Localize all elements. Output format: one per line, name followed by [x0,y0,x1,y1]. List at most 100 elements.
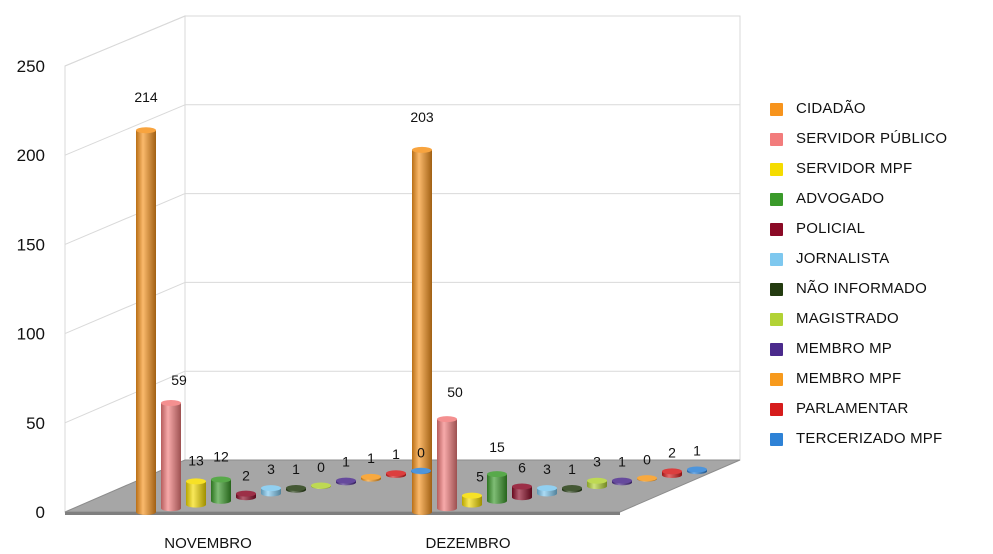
data-label: 1 [392,446,400,462]
y-tick-label: 0 [36,503,45,522]
y-tick-label: 200 [17,146,45,165]
bar [311,482,331,490]
bar-top [161,400,181,407]
legend-swatch [770,283,783,296]
legend-label: JORNALISTA [796,250,890,267]
bar [437,416,457,512]
bar [687,466,707,475]
y-tick-label: 250 [17,57,45,76]
legend-item: POLICIAL [770,218,992,248]
bar-body [186,481,206,508]
legend-swatch [770,433,783,446]
data-label: 1 [618,454,626,470]
bar-top [311,482,331,489]
data-label: 50 [447,384,463,400]
gridline [64,15,186,67]
chart-bars [136,127,707,515]
y-tick-label: 50 [26,414,45,433]
data-label: 3 [593,454,601,470]
gridline [64,370,186,424]
bar-top [462,492,482,499]
data-label: 5 [476,469,484,485]
bar [412,146,432,515]
data-label: 214 [134,89,158,105]
legend-label: MAGISTRADO [796,310,899,327]
data-label: 1 [367,450,375,466]
bar [211,476,231,504]
data-label: 1 [568,461,576,477]
data-label: 13 [188,452,204,468]
bar-top [386,470,406,477]
data-label: 1 [292,461,300,477]
data-label: 0 [417,444,425,460]
bar-body [161,403,181,512]
bar-body [487,474,507,504]
gridline [64,193,186,245]
legend-label: POLICIAL [796,220,866,237]
data-label: 1 [342,454,350,470]
legend-item: ADVOGADO [770,188,992,218]
bar-top [662,468,682,475]
bar-top [236,490,256,497]
legend-swatch [770,253,783,266]
legend-swatch [770,133,783,146]
bar-top [286,485,306,492]
bar-body [462,495,482,508]
bar [261,485,281,497]
legend-swatch [770,223,783,236]
chart-legend: CIDADÃO SERVIDOR PÚBLICO SERVIDOR MPF ADVO… [770,98,992,458]
data-label: 0 [643,452,651,468]
data-label: 203 [410,109,434,125]
bar [662,468,682,478]
bar [612,477,632,486]
legend-item: NÃO INFORMADO [770,278,992,308]
bar [637,475,657,482]
bar-top [411,467,431,474]
bar-top [637,475,657,482]
data-label: 59 [171,372,187,388]
bar-top [186,478,206,485]
legend-label: TERCERIZADO MPF [796,430,943,447]
bar [587,477,607,490]
gridline [64,104,186,156]
bar-top [412,146,432,153]
legend-item: MAGISTRADO [770,308,992,338]
legend-label: CIDADÃO [796,100,866,117]
bar [336,477,356,486]
legend-label: SERVIDOR PÚBLICO [796,130,948,147]
bar [411,467,432,475]
bar [512,483,532,501]
legend-item: TERCERIZADO MPF [770,428,992,458]
legend-item: SERVIDOR MPF [770,158,992,188]
bar [537,485,557,497]
bar-top [687,466,707,473]
legend-label: PARLAMENTAR [796,400,909,417]
bar [186,478,206,508]
bar [361,473,381,482]
bar [286,485,306,493]
bar [487,471,507,504]
legend-swatch [770,343,783,356]
bar [161,400,181,512]
data-label: 3 [267,461,275,477]
data-label: 2 [668,444,676,460]
legend-swatch [770,403,783,416]
legend-swatch [770,103,783,116]
legend-swatch [770,193,783,206]
bar-body [136,130,156,515]
bar-top [487,471,507,478]
y-tick-label: 150 [17,235,45,254]
bar-top [537,485,557,492]
data-label: 3 [543,461,551,477]
data-label: 1 [693,443,701,459]
legend-swatch [770,373,783,386]
bar-body [437,419,457,512]
bar-body [211,479,231,504]
bar-top [612,477,632,484]
bar [136,127,156,515]
bar-top [261,485,281,492]
data-label: 12 [213,448,229,464]
bar [386,470,406,478]
data-label: 6 [518,459,526,475]
data-label: 15 [489,439,505,455]
